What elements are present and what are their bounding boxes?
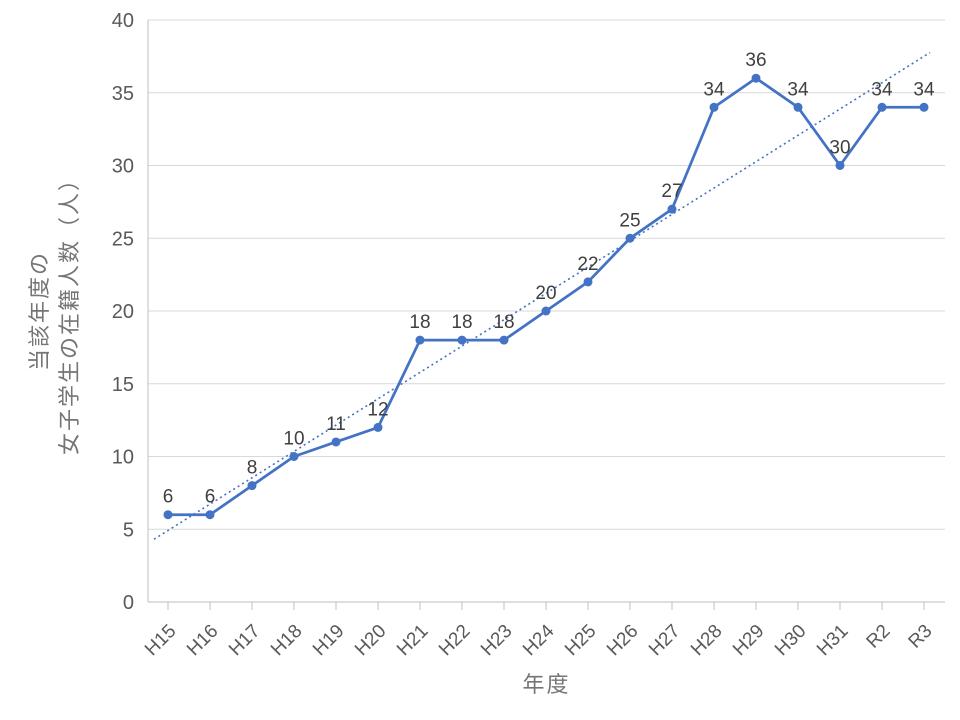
data-point-marker — [331, 437, 341, 447]
x-axis-tick-label: H24 — [519, 620, 559, 660]
data-label: 11 — [326, 414, 346, 435]
y-axis-tick-label: 35 — [112, 83, 134, 105]
x-axis-tick-label: H22 — [435, 621, 474, 660]
x-axis-tick-label: H16 — [183, 621, 222, 660]
data-label: 34 — [703, 79, 725, 100]
data-point-marker — [919, 102, 929, 112]
y-axis-tick-label: 15 — [112, 374, 134, 396]
x-axis-tick-label: H20 — [351, 621, 390, 660]
data-point-marker — [667, 204, 677, 214]
data-point-marker — [163, 510, 173, 520]
data-point-marker — [625, 233, 635, 243]
data-label: 25 — [619, 210, 640, 231]
data-point-marker — [499, 335, 509, 345]
data-point-marker — [415, 335, 425, 345]
data-label: 8 — [247, 458, 258, 479]
y-axis-tick-label: 5 — [123, 519, 134, 541]
x-axis-tick-label: H25 — [561, 621, 600, 660]
y-axis-tick-label: 40 — [112, 10, 134, 32]
data-point-marker — [289, 452, 299, 461]
y-axis-title-line1: 当該年度の — [27, 251, 52, 372]
y-axis-tick-label: 10 — [112, 447, 134, 469]
x-axis-tick-label: H23 — [477, 621, 516, 660]
data-label: 10 — [283, 429, 304, 450]
x-axis-tick-label: R3 — [905, 621, 937, 653]
data-point-marker — [751, 73, 761, 83]
data-label: 6 — [163, 487, 174, 508]
data-point-marker — [247, 481, 257, 491]
y-axis-title-line2: 女子学生の在籍人数（人） — [57, 167, 82, 456]
x-axis-tick-label: H21 — [393, 621, 432, 660]
x-axis-tick-label: H31 — [813, 621, 852, 660]
data-point-marker — [457, 335, 467, 345]
data-label: 12 — [367, 399, 388, 420]
x-axis-tick-label: H28 — [687, 621, 726, 660]
data-label: 30 — [829, 138, 850, 159]
x-axis-tick-label: H26 — [603, 621, 642, 660]
data-point-marker — [205, 510, 215, 520]
data-label: 6 — [205, 487, 216, 508]
data-point-marker — [541, 306, 551, 316]
x-axis-tick-label: H17 — [225, 621, 264, 660]
data-point-marker — [835, 161, 845, 170]
data-point-marker — [793, 102, 803, 112]
data-point-marker — [583, 277, 593, 287]
x-axis-tick-label: H18 — [267, 621, 306, 660]
trendline — [153, 51, 931, 540]
x-axis-title: 年度 — [522, 672, 571, 697]
y-axis-tick-label: 25 — [112, 228, 134, 250]
data-point-marker — [373, 422, 383, 432]
x-axis-tick-label: H29 — [729, 621, 768, 660]
data-label: 34 — [871, 79, 893, 100]
data-label: 18 — [451, 312, 472, 333]
x-axis-tick-label: H27 — [645, 621, 684, 660]
y-axis-tick-label: 0 — [123, 592, 134, 614]
x-axis-tick-label: R2 — [863, 621, 895, 653]
data-point-marker — [709, 102, 719, 112]
y-axis-title: 当該年度の 女子学生の在籍人数（人） — [23, 11, 87, 611]
x-axis-tick-label: H19 — [309, 621, 348, 660]
data-label: 18 — [493, 312, 514, 333]
x-axis-tick-label: H30 — [771, 621, 810, 660]
y-axis-tick-label: 20 — [112, 301, 134, 323]
data-label: 34 — [913, 79, 935, 100]
data-label: 34 — [787, 79, 809, 100]
data-label: 36 — [745, 50, 766, 71]
data-point-marker — [877, 102, 887, 112]
y-axis-tick-label: 30 — [112, 156, 134, 178]
x-axis-tick-label: H15 — [141, 621, 180, 660]
data-label: 20 — [535, 283, 556, 304]
data-label: 27 — [661, 181, 682, 202]
data-label: 22 — [577, 254, 598, 275]
data-label: 18 — [409, 312, 430, 333]
